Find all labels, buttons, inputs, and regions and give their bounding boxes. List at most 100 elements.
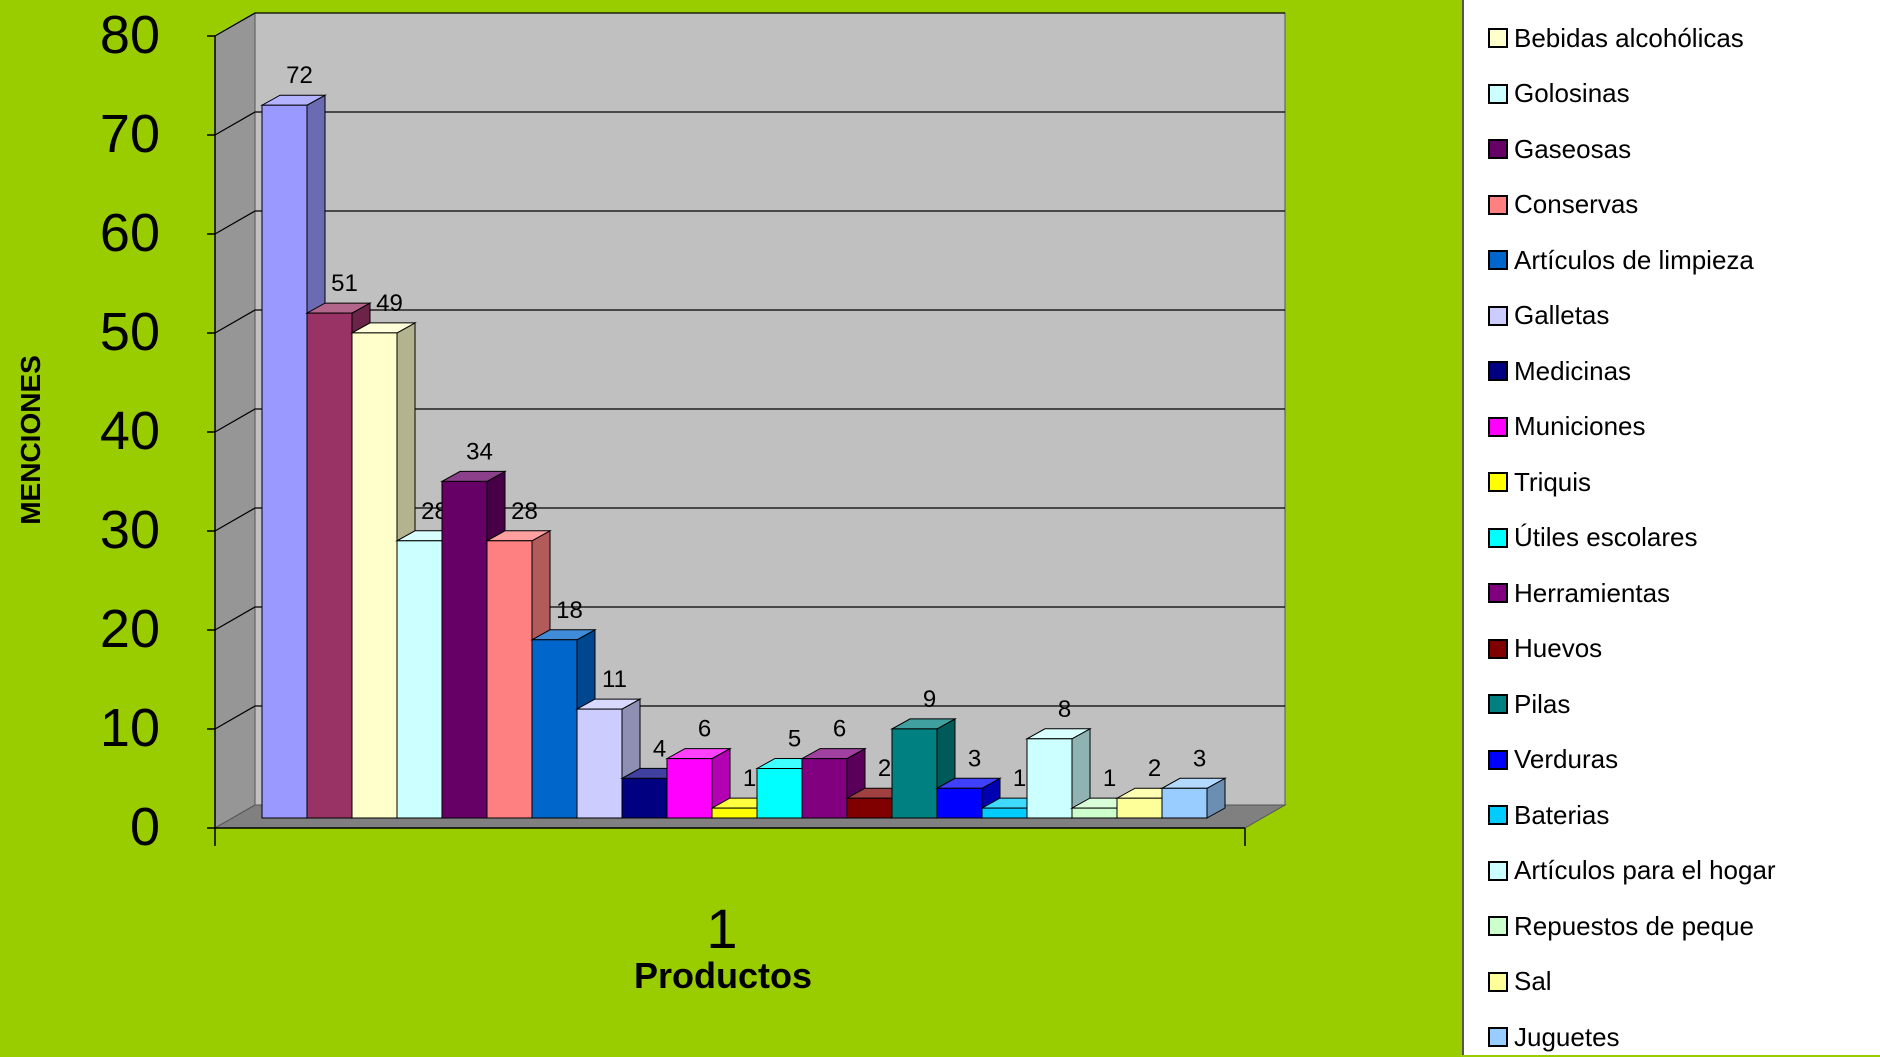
data-label: 4 (653, 735, 666, 762)
legend-item: Municiones (1488, 407, 1646, 447)
data-label: 9 (923, 686, 936, 713)
bar (846, 797, 893, 819)
legend-swatch (1488, 694, 1508, 714)
legend-swatch (1488, 916, 1508, 936)
legend-item: Triquis (1488, 462, 1591, 502)
legend-item: Huevos (1488, 629, 1602, 669)
bar (801, 758, 848, 819)
legend-swatch (1488, 139, 1508, 159)
bar (441, 480, 488, 819)
legend-label: Medicinas (1514, 355, 1632, 386)
legend-label: Municiones (1514, 411, 1646, 441)
legend-item: Verduras (1488, 740, 1618, 780)
data-label: 49 (376, 290, 403, 317)
legend-item: Juguetes (1488, 1017, 1620, 1057)
bar (756, 768, 803, 819)
gridline (214, 111, 1285, 136)
data-label: 1 (1013, 765, 1026, 792)
legend-item: Herramientas (1488, 573, 1670, 613)
y-tick-label: 60 (100, 203, 160, 263)
legend-label: Sal (1514, 966, 1552, 996)
gridline (214, 309, 1285, 334)
bar (306, 312, 353, 819)
legend-item: Pilas (1488, 684, 1570, 724)
y-tick-label: 30 (100, 500, 160, 560)
legend-swatch (1488, 971, 1508, 992)
legend-item: Artículos para el hogar (1488, 851, 1776, 891)
bar (1161, 787, 1208, 819)
legend-label: Galletas (1514, 300, 1610, 330)
bar (621, 777, 668, 819)
legend-swatch (1488, 83, 1508, 104)
legend-label: Gaseosas (1514, 133, 1632, 164)
y-tick-label: 0 (130, 797, 160, 857)
legend-swatch (1488, 250, 1508, 270)
legend-item: Gaseosas (1488, 129, 1631, 169)
data-label: 2 (1148, 755, 1161, 782)
bar (981, 807, 1028, 819)
legend-item: Útiles escolares (1488, 518, 1698, 558)
legend-label: Útiles escolares (1514, 522, 1698, 552)
legend-label: Triquis (1514, 466, 1592, 497)
data-label: 2 (878, 755, 891, 782)
legend-label: Pilas (1514, 688, 1571, 719)
gridline (214, 210, 1285, 235)
legend-swatch (1488, 749, 1508, 770)
legend-item: Artículos de limpieza (1488, 240, 1754, 280)
legend-label: Golosinas (1514, 78, 1630, 108)
data-label: 72 (286, 62, 313, 89)
bar (576, 708, 623, 819)
data-label: 3 (1193, 745, 1206, 772)
data-label: 28 (511, 498, 538, 525)
legend-item: Repuestos de peque (1488, 906, 1754, 946)
bar (531, 639, 578, 819)
y-tick-label: 20 (100, 599, 160, 659)
legend-swatch (1488, 583, 1508, 603)
gridline (214, 507, 1285, 532)
data-label: 1 (1103, 765, 1116, 792)
legend-item: Baterias (1488, 795, 1609, 835)
legend-item: Medicinas (1488, 351, 1631, 391)
legend-label: Artículos para el hogar (1514, 855, 1776, 885)
legend-swatch (1488, 527, 1508, 548)
data-label: 18 (556, 597, 583, 624)
legend-item: Sal (1488, 962, 1552, 1002)
gridline (214, 408, 1285, 433)
x-axis-title: Productos (634, 955, 812, 996)
gridline (214, 705, 1285, 730)
legend-label: Repuestos de peque (1514, 910, 1754, 941)
data-label: 8 (1058, 696, 1071, 723)
legend-label: Herramientas (1514, 577, 1671, 608)
gridline (214, 12, 1285, 37)
bar (666, 758, 713, 819)
legend-swatch (1488, 805, 1508, 825)
chart-legend: Bebidas alcohólicas Golosinas Gaseosas Cons… (1462, 0, 1880, 1055)
legend-label: Juguetes (1514, 1021, 1620, 1052)
data-label: 6 (833, 716, 846, 743)
legend-swatch (1488, 416, 1508, 437)
legend-item: Conservas (1488, 185, 1638, 225)
legend-swatch (1488, 361, 1508, 381)
legend-swatch (1488, 860, 1508, 881)
bar (936, 787, 983, 819)
legend-swatch (1488, 472, 1508, 492)
data-label: 11 (602, 666, 627, 693)
legend-label: Conservas (1514, 189, 1639, 219)
bar (351, 332, 398, 819)
y-tick-label: 50 (100, 302, 160, 362)
legend-item: Bebidas alcohólicas (1488, 18, 1744, 58)
legend-swatch (1488, 194, 1508, 215)
data-label: 51 (331, 270, 358, 297)
legend-item: Galletas (1488, 296, 1609, 336)
legend-label: Huevos (1514, 633, 1603, 663)
legend-swatch (1488, 638, 1508, 659)
bar (261, 104, 308, 819)
bar (396, 540, 443, 819)
bar (891, 728, 938, 819)
y-tick-label: 80 (100, 5, 160, 65)
bar (1071, 807, 1118, 819)
bar (1026, 738, 1073, 819)
y-tick-label: 70 (100, 104, 160, 164)
y-tick-label: 10 (100, 698, 160, 758)
